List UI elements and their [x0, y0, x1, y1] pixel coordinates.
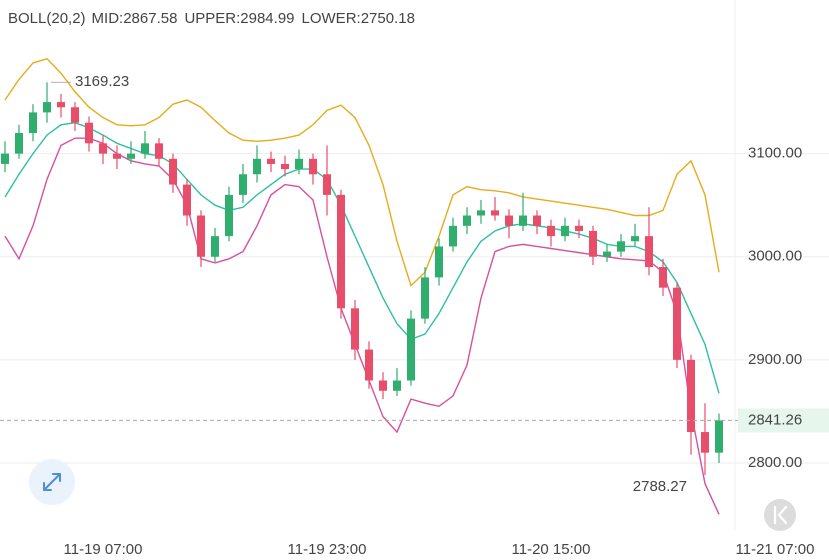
bands: [4, 57, 720, 515]
candle-body: [519, 215, 527, 226]
legend-entry: MID:2867.58: [92, 10, 178, 27]
x-tick-label: 11-20 15:00: [512, 541, 591, 558]
candle-body: [155, 143, 163, 159]
band-line: [4, 57, 720, 287]
candle-body: [533, 215, 541, 226]
candle-body: [645, 236, 653, 268]
y-tick-label: 3000.00: [748, 248, 802, 265]
band-line: [4, 121, 720, 394]
candle-body: [309, 158, 317, 175]
candle-body: [379, 380, 387, 391]
candle-body: [687, 359, 695, 433]
expand-icon[interactable]: [43, 473, 61, 491]
candle-body: [659, 267, 667, 288]
candle-body: [127, 153, 135, 159]
candle-body: [715, 420, 723, 453]
candle-body: [15, 133, 23, 154]
candle-body: [99, 143, 107, 154]
candle-body: [365, 349, 373, 381]
y-tick-label: 2800.00: [748, 454, 802, 471]
candle-body: [547, 225, 555, 237]
candle-body: [43, 102, 51, 113]
candle-body: [421, 277, 429, 319]
candle-body: [589, 230, 597, 257]
y-tick-label: 2900.00: [748, 351, 802, 368]
band-line: [4, 137, 720, 515]
candle-body: [701, 432, 709, 453]
candle-body: [477, 210, 485, 216]
expand-button[interactable]: [29, 459, 75, 505]
candle-body: [197, 215, 205, 257]
candle-body: [295, 158, 303, 170]
candle-body: [281, 163, 289, 170]
candle-body: [393, 380, 401, 391]
candle-body: [323, 174, 331, 195]
candle-body: [239, 174, 247, 195]
candle-body: [631, 236, 639, 242]
labels: 2800.00 2900.00 3000.00 3100.00 11-19 07:00 1…: [0, 10, 829, 558]
candle-body: [29, 112, 37, 134]
candle-body: [463, 215, 471, 226]
candle-body: [337, 194, 345, 309]
x-tick-label: 11-19 23:00: [288, 541, 367, 558]
candles: [1, 82, 723, 476]
legend-entry: UPPER:2984.99: [184, 10, 294, 27]
candle-body: [673, 287, 681, 360]
high-annotation: 3169.23: [75, 73, 129, 90]
candle-body: [183, 184, 191, 216]
candle-body: [351, 308, 359, 350]
y-tick-label: 3100.00: [748, 145, 802, 162]
candle-body: [575, 225, 583, 231]
scroll-to-start-button[interactable]: [764, 499, 796, 531]
indicator-label: BOLL(20,2): [8, 10, 86, 27]
last-price-label: 2841.26: [748, 411, 802, 428]
candle-body: [211, 236, 219, 257]
candle-body: [225, 194, 233, 237]
candle-body: [603, 251, 611, 257]
candle-body: [491, 210, 499, 216]
candle-body: [449, 225, 457, 247]
candle-body: [267, 158, 275, 164]
low-annotation: 2788.27: [633, 478, 687, 495]
legend-entry: LOWER:2750.18: [302, 10, 415, 27]
candle-body: [435, 246, 443, 278]
x-tick-label: 11-21 07:00: [736, 541, 815, 558]
last-price-tag: [738, 408, 829, 433]
scroll-icon[interactable]: [773, 505, 788, 525]
candle-body: [1, 153, 9, 164]
x-tick-label: 11-19 07:00: [64, 541, 143, 558]
candle-body: [617, 241, 625, 252]
candle-body: [71, 107, 79, 123]
candle-body: [169, 158, 177, 185]
candle-body: [253, 158, 261, 175]
candle-body: [561, 225, 569, 237]
candle-body: [141, 143, 149, 154]
candle-body: [57, 102, 65, 108]
candle-body: [407, 318, 415, 381]
candle-body: [505, 215, 513, 226]
candle-body: [85, 122, 93, 144]
candle-body: [113, 153, 121, 159]
